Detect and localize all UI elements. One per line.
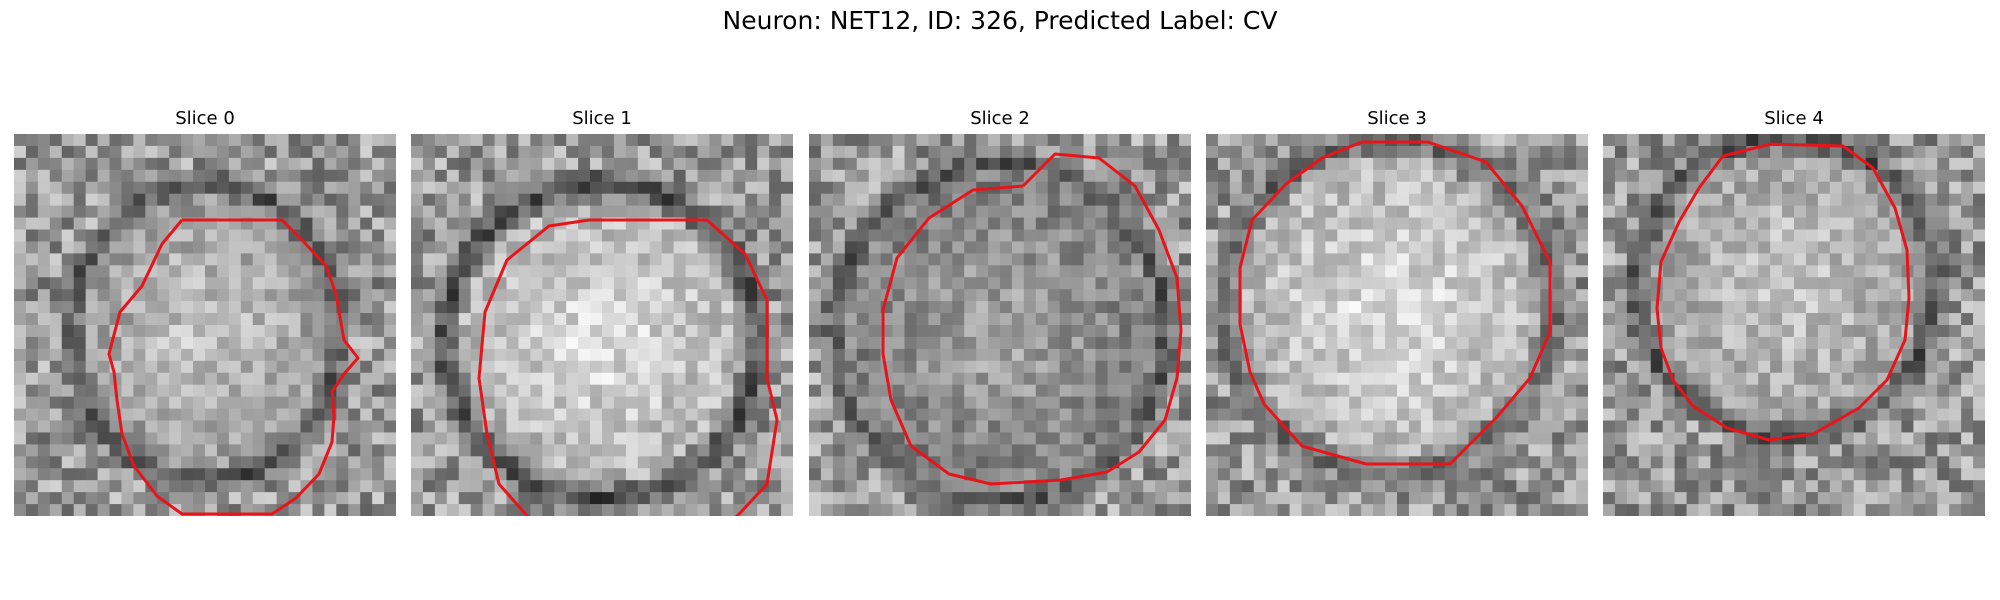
slice-title: Slice 4 [1764, 108, 1824, 129]
slice-title: Slice 3 [1367, 108, 1427, 129]
slice-image [809, 134, 1191, 516]
slice-panel-1: Slice 1 [411, 102, 793, 522]
contour-outline [1655, 142, 1911, 442]
slice-panel-4: Slice 4 [1603, 102, 1985, 522]
pixel-grid [809, 134, 1191, 516]
pixel-grid [1206, 134, 1588, 516]
slice-image [14, 134, 396, 516]
slice-image [411, 134, 793, 516]
slice-title: Slice 1 [572, 108, 632, 129]
slice-panel-2: Slice 2 [809, 102, 1191, 522]
pixel-grid [1603, 134, 1985, 516]
slice-image [1603, 134, 1985, 516]
pixel-grid [14, 134, 396, 516]
figure-title: Neuron: NET12, ID: 326, Predicted Label:… [722, 6, 1278, 35]
slice-title: Slice 2 [970, 108, 1030, 129]
contour-outline [1238, 140, 1552, 466]
pixel-grid [411, 134, 793, 516]
slice-panel-0: Slice 0 [14, 102, 396, 522]
contour-outline [477, 218, 779, 516]
slice-title: Slice 0 [175, 108, 235, 129]
slice-image [1206, 134, 1588, 516]
slice-panel-3: Slice 3 [1206, 102, 1588, 522]
contour-outline [881, 152, 1183, 486]
contour-outline [107, 218, 360, 516]
